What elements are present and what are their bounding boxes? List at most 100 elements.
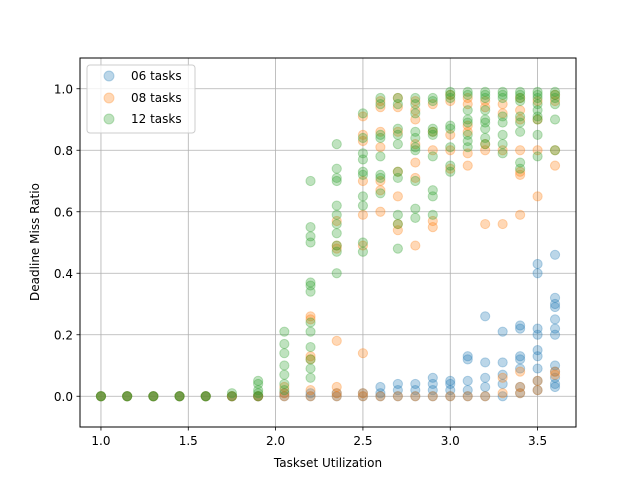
data-point xyxy=(516,87,525,96)
data-point xyxy=(332,382,341,391)
data-point xyxy=(498,112,507,121)
data-point xyxy=(533,386,542,395)
data-point xyxy=(411,176,420,185)
data-point xyxy=(332,336,341,345)
data-point xyxy=(498,87,507,96)
data-point xyxy=(332,164,341,173)
data-point xyxy=(533,87,542,96)
data-point xyxy=(411,204,420,213)
data-point xyxy=(550,293,559,302)
data-point xyxy=(533,152,542,161)
data-point xyxy=(358,247,367,256)
data-point xyxy=(516,321,525,330)
data-point xyxy=(358,201,367,210)
x-tick-label: 3.0 xyxy=(441,434,460,448)
data-point xyxy=(149,392,158,401)
data-point xyxy=(393,392,402,401)
legend-label-08-tasks: 08 tasks xyxy=(131,91,182,105)
data-point xyxy=(393,219,402,228)
data-point xyxy=(463,115,472,124)
data-point xyxy=(280,370,289,379)
data-point xyxy=(516,112,525,121)
data-point xyxy=(358,149,367,158)
data-point xyxy=(358,238,367,247)
data-point xyxy=(332,229,341,238)
data-point xyxy=(376,130,385,139)
y-tick-label: 0.6 xyxy=(54,205,73,219)
data-point xyxy=(358,167,367,176)
data-point xyxy=(446,87,455,96)
data-point xyxy=(332,201,341,210)
data-point xyxy=(428,152,437,161)
data-point xyxy=(376,207,385,216)
data-point xyxy=(550,315,559,324)
data-point xyxy=(358,349,367,358)
data-point xyxy=(332,241,341,250)
data-point xyxy=(306,327,315,336)
data-point xyxy=(498,140,507,149)
data-point xyxy=(481,358,490,367)
data-point xyxy=(332,140,341,149)
data-point xyxy=(550,324,559,333)
data-point xyxy=(96,392,105,401)
data-point xyxy=(280,339,289,348)
data-point xyxy=(516,367,525,376)
data-point xyxy=(411,109,420,118)
data-point xyxy=(533,130,542,139)
data-point xyxy=(393,379,402,388)
data-point xyxy=(533,259,542,268)
data-point xyxy=(516,210,525,219)
legend-label-12-tasks: 12 tasks xyxy=(131,112,182,126)
data-point xyxy=(463,106,472,115)
y-tick-label: 0.8 xyxy=(54,144,73,158)
x-tick-label: 2.5 xyxy=(353,434,372,448)
data-point xyxy=(481,219,490,228)
x-tick-label: 1.0 xyxy=(91,434,110,448)
data-point xyxy=(516,382,525,391)
data-point xyxy=(498,149,507,158)
data-point xyxy=(358,192,367,201)
data-point xyxy=(446,143,455,152)
data-point xyxy=(280,349,289,358)
data-point xyxy=(411,143,420,152)
data-point xyxy=(481,115,490,124)
data-point xyxy=(411,127,420,136)
data-point xyxy=(498,358,507,367)
data-point xyxy=(463,130,472,139)
data-point xyxy=(446,161,455,170)
data-point xyxy=(411,158,420,167)
legend-marker-08-tasks xyxy=(104,93,114,103)
data-point xyxy=(498,373,507,382)
data-point xyxy=(358,389,367,398)
data-point xyxy=(376,392,385,401)
x-tick-label: 3.5 xyxy=(528,434,547,448)
data-point xyxy=(376,93,385,102)
x-tick-label: 1.5 xyxy=(179,434,198,448)
data-point xyxy=(393,210,402,219)
data-point xyxy=(463,87,472,96)
data-point xyxy=(516,158,525,167)
data-point xyxy=(481,382,490,391)
x-axis-label: Taskset Utilization xyxy=(273,456,382,470)
data-point xyxy=(481,392,490,401)
data-point xyxy=(498,130,507,139)
data-point xyxy=(306,355,315,364)
data-point xyxy=(481,106,490,115)
data-point xyxy=(393,167,402,176)
data-point xyxy=(376,382,385,391)
legend: 06 tasks 08 tasks 12 tasks xyxy=(87,65,195,133)
data-point xyxy=(393,140,402,149)
data-point xyxy=(533,364,542,373)
data-point xyxy=(463,392,472,401)
y-tick-label: 0.0 xyxy=(54,390,73,404)
x-tick-label: 2.0 xyxy=(266,434,285,448)
data-point xyxy=(306,373,315,382)
data-point xyxy=(428,392,437,401)
legend-marker-12-tasks xyxy=(104,114,114,124)
data-point xyxy=(306,364,315,373)
data-point xyxy=(332,173,341,182)
data-point xyxy=(550,161,559,170)
data-point xyxy=(332,210,341,219)
data-point xyxy=(550,146,559,155)
data-point xyxy=(227,389,236,398)
